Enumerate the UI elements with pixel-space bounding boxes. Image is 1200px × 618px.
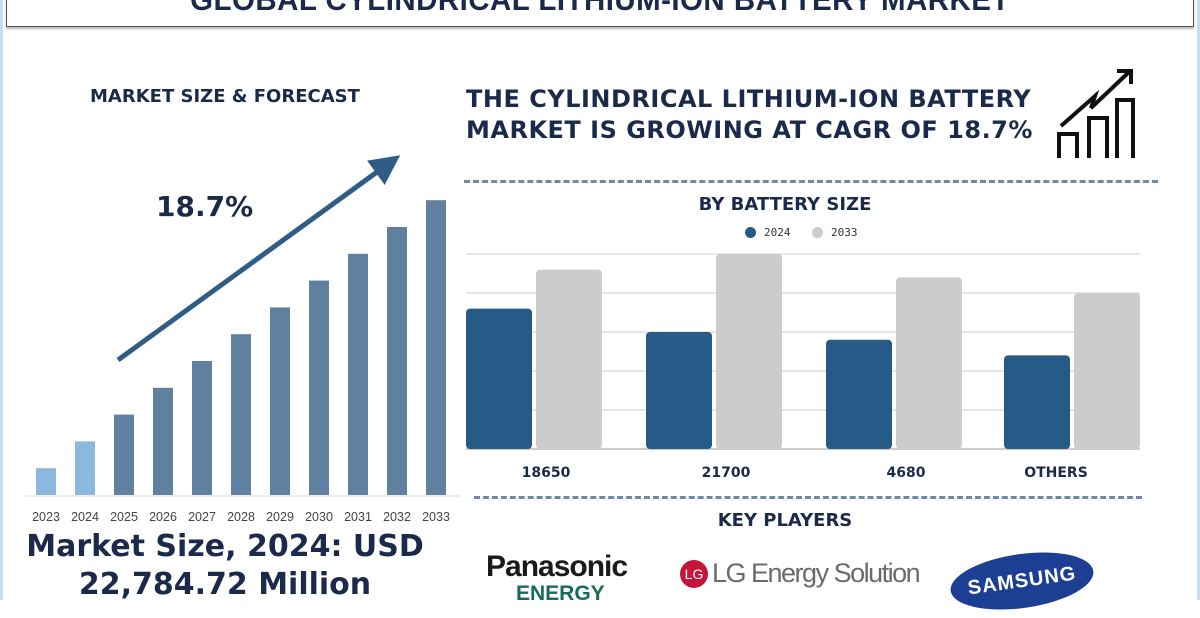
divider	[474, 496, 1142, 499]
panasonic-energy-logo: ENERGY	[516, 582, 605, 605]
bar-2032	[387, 227, 407, 495]
bar-21700-2033	[716, 254, 782, 449]
legend-label: 2033	[831, 226, 858, 239]
headline-line1: THE CYLINDRICAL LITHIUM-ION BATTERY	[466, 85, 1032, 113]
battery-size-chart	[466, 253, 1140, 450]
bar-18650-2033	[536, 269, 602, 449]
bar-4680-2024	[826, 339, 892, 449]
battery-size-title: BY BATTERY SIZE	[698, 194, 872, 215]
forecast-chart: 2023 2024 2025 2026 2027 2028 2029 2030 2031 2032…	[25, 155, 460, 524]
bar-4680-2033	[896, 277, 962, 449]
bar-2023	[36, 468, 56, 495]
forecast-heading: MARKET SIZE & FORECAST	[90, 86, 360, 107]
tick-label: 2027	[188, 510, 216, 524]
legend-dot-2024	[745, 227, 756, 238]
lg-icon: LG	[680, 559, 708, 588]
lg-energy-logo: LG LG Energy Solution	[680, 558, 921, 589]
page-title: GLOBAL CYLINDRICAL LITHIUM-ION BATTERY M…	[37, 0, 1164, 18]
bar-2026	[153, 387, 173, 495]
samsung-logo: SAMSUNG	[946, 544, 1098, 618]
bar-2025	[114, 414, 134, 495]
tick-label: 2030	[305, 510, 333, 524]
tick-label: 2024	[71, 510, 99, 524]
samsung-name: SAMSUNG	[966, 562, 1078, 600]
tick-label: 2023	[32, 510, 60, 524]
market-size-line2: 22,784.72 Million	[78, 567, 372, 602]
bar-OTHERS-2033	[1074, 293, 1140, 449]
left-border	[0, 0, 3, 600]
tick-label: 2031	[344, 510, 372, 524]
legend-dot-2033	[812, 227, 823, 238]
divider	[464, 180, 1158, 183]
market-size: Market Size, 2024: USD 22,784.72 Million	[0, 528, 450, 604]
bar-2031	[348, 253, 368, 495]
bar-2030	[309, 280, 329, 495]
bar-2027	[192, 361, 212, 495]
headline: THE CYLINDRICAL LITHIUM-ION BATTERY MARK…	[466, 84, 1033, 146]
category-label: 18650	[521, 465, 571, 481]
bar-2033	[426, 200, 446, 495]
bar-2028	[231, 334, 251, 495]
bar-2029	[270, 307, 290, 495]
legend-label: 2024	[764, 226, 791, 239]
bar-OTHERS-2024	[1004, 355, 1070, 449]
category-label: 21700	[701, 465, 751, 481]
title-banner: GLOBAL CYLINDRICAL LITHIUM-ION BATTERY M…	[6, 0, 1194, 27]
tick-label: 2033	[422, 510, 450, 524]
tick-label: 2025	[110, 510, 138, 524]
legend-2033: 2033	[812, 226, 858, 239]
bar-2024	[75, 441, 95, 495]
bar-18650-2024	[466, 308, 532, 449]
bar-21700-2024	[646, 332, 712, 449]
category-label: OTHERS	[1024, 465, 1088, 481]
tick-label: 2029	[266, 510, 294, 524]
tick-label: 2026	[149, 510, 177, 524]
cagr-label: 18.7%	[156, 190, 254, 223]
category-label: 4680	[886, 465, 926, 481]
growth-arrow-icon	[116, 155, 401, 363]
right-border	[1197, 0, 1200, 600]
legend-2024: 2024	[745, 226, 791, 239]
tick-label: 2032	[383, 510, 411, 524]
lg-name: LG Energy Solution	[712, 558, 921, 588]
key-players-heading: KEY PLAYERS	[717, 510, 853, 531]
market-size-line1: Market Size, 2024: USD	[26, 529, 424, 564]
panasonic-logo: Panasonic	[486, 550, 628, 583]
headline-line2: MARKET IS GROWING AT CAGR OF 18.7%	[466, 116, 1033, 144]
tick-label: 2028	[227, 510, 255, 524]
growth-chart-icon	[1057, 69, 1135, 158]
